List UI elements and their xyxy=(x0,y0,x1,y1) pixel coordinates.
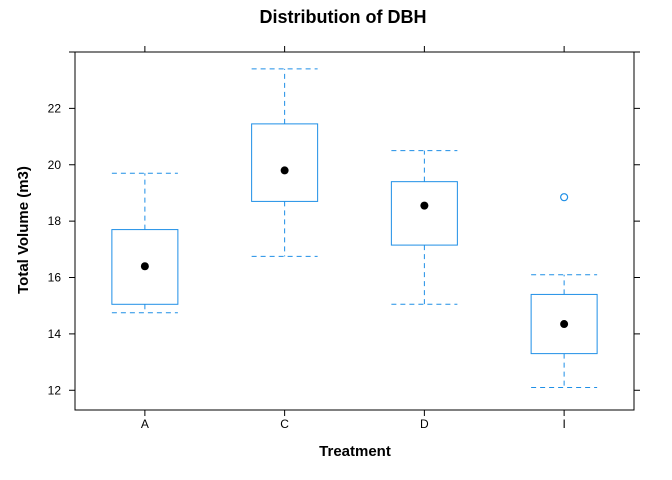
box-D xyxy=(390,181,458,246)
y-tick-label: 14 xyxy=(48,327,62,341)
median-point xyxy=(420,201,429,210)
x-axis-label: Treatment xyxy=(319,443,391,460)
outlier-point xyxy=(560,193,569,202)
box-I xyxy=(530,293,598,355)
x-tick-label: C xyxy=(280,417,289,431)
x-tick-label: D xyxy=(420,417,429,431)
y-tick-label: 22 xyxy=(48,101,62,115)
median-point xyxy=(140,262,149,271)
y-tick-label: 12 xyxy=(48,383,62,397)
median-point xyxy=(280,166,289,175)
x-tick-label: A xyxy=(141,417,149,431)
box-C xyxy=(251,123,319,202)
box-A xyxy=(111,229,179,305)
plot-frame xyxy=(74,51,635,411)
y-tick-label: 16 xyxy=(48,271,62,285)
median-point xyxy=(560,320,569,329)
chart-title: Distribution of DBH xyxy=(260,7,427,27)
y-tick-label: 18 xyxy=(48,214,62,228)
y-axis-label: Total Volume (m3) xyxy=(15,166,32,294)
x-tick-label: I xyxy=(562,417,565,431)
y-tick-label: 20 xyxy=(48,158,62,172)
